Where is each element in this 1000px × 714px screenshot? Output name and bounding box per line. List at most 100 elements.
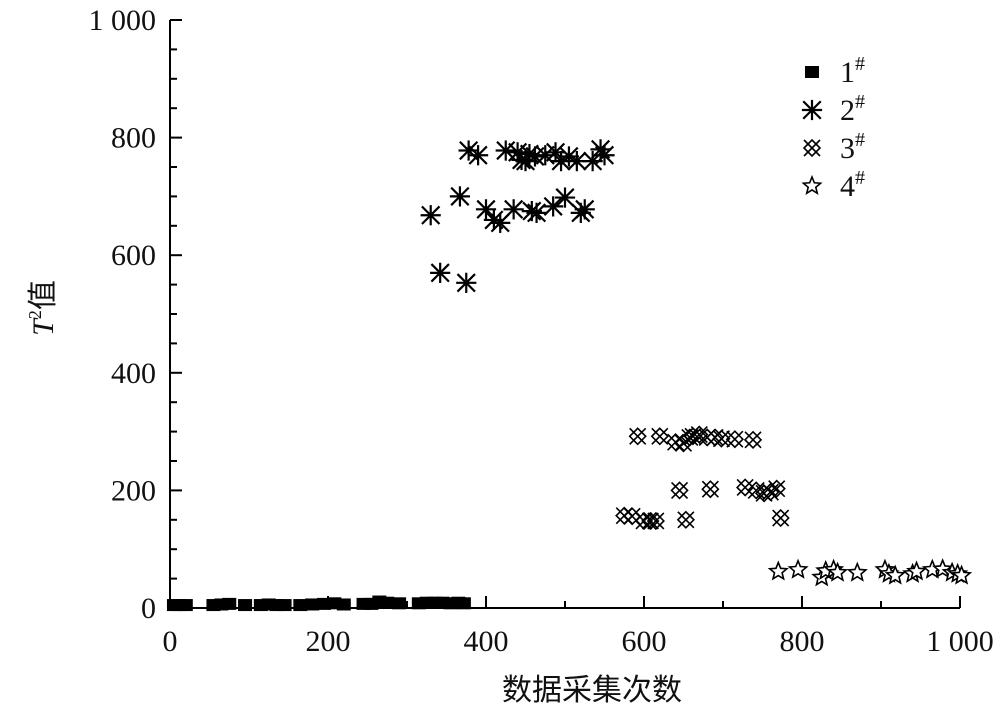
data-point [574, 199, 595, 220]
square-marker-shape [305, 598, 320, 611]
cross-stroke [681, 428, 699, 447]
cross-stroke [772, 509, 790, 527]
cross-stroke [623, 507, 641, 525]
cross-diamond [767, 479, 786, 498]
square-marker-shape [380, 596, 395, 609]
x-tick-label: 0 [163, 625, 178, 658]
square-marker-shape [336, 598, 351, 611]
legend-marker [801, 174, 823, 195]
data-point [456, 272, 477, 293]
data-point [646, 511, 665, 531]
square-marker-shape [293, 599, 308, 612]
data-point [670, 481, 689, 500]
axes: 0 200 400 600 800 1 000 0 200 400 600 800 1 000 [89, 4, 994, 658]
legend-marker [805, 66, 819, 78]
cross-stroke [690, 425, 708, 444]
square-marker-shape [222, 597, 237, 610]
cross-stroke [768, 480, 786, 498]
y-tick-label: 400 [111, 357, 156, 390]
x-tick-label: 200 [306, 625, 351, 658]
cross-diamond [712, 429, 731, 448]
data-point [336, 598, 351, 611]
legend-item: 3# [802, 129, 865, 165]
data-point [905, 560, 928, 581]
star-shape [905, 560, 928, 581]
legend-series-sup: # [855, 129, 865, 151]
x-tick-label: 1 000 [926, 625, 994, 658]
data-point [676, 510, 696, 529]
square-marker-shape [238, 599, 253, 612]
data-point [787, 558, 809, 579]
cross-stroke [647, 512, 665, 530]
cross-stroke [701, 480, 719, 498]
star-shape [767, 560, 789, 581]
cross-stroke [677, 511, 695, 529]
y-tick-label: 1 000 [89, 4, 157, 37]
data-point [884, 564, 906, 585]
legend-series-name: 4 [840, 170, 855, 203]
data-point [420, 205, 441, 226]
legend-series-name: 1 [840, 56, 855, 89]
data-point [725, 430, 744, 449]
cross-diamond [650, 427, 669, 446]
data-point [456, 597, 471, 610]
y-axis-title-rest: 值 [26, 280, 61, 310]
cross-stroke [736, 478, 754, 497]
cross-stroke [629, 427, 647, 445]
star-shape [846, 561, 868, 582]
cross-stroke [641, 512, 659, 530]
data-point [826, 561, 849, 582]
square-marker-shape [178, 599, 193, 612]
data-point [846, 561, 868, 582]
square-marker-shape [392, 597, 407, 610]
y-tick-label: 600 [111, 239, 156, 272]
legend-series-name: 3 [840, 132, 855, 165]
data-point [634, 511, 654, 531]
square-marker-shape [805, 66, 819, 78]
data-point [743, 430, 763, 449]
cross-stroke [635, 512, 653, 530]
square-marker-shape [456, 597, 471, 610]
data-point [468, 145, 489, 166]
star-shape [787, 558, 809, 579]
legend-series-sup: # [855, 91, 865, 113]
cross-diamond [743, 430, 763, 449]
data-point [771, 508, 790, 528]
legend-label: 3# [840, 129, 865, 165]
cross-diamond [701, 480, 720, 499]
data-point [767, 479, 786, 498]
legend-item: 2# [801, 91, 865, 127]
data-point [305, 598, 320, 611]
y-tick-label: 800 [111, 122, 156, 155]
legend-series-name: 2 [840, 94, 855, 127]
x-tick-label: 800 [780, 625, 825, 658]
data-point [628, 427, 647, 446]
star-shape [884, 564, 906, 585]
cross-diamond [771, 508, 790, 528]
x-tick-label: 600 [622, 625, 667, 658]
y-axis-title: T2值 [25, 280, 61, 336]
cross-stroke [744, 431, 762, 449]
data-point [238, 599, 253, 612]
cross-stroke [670, 481, 689, 499]
legend-label: 2# [840, 91, 865, 127]
cross-stroke [712, 430, 730, 448]
y-tick-label: 200 [111, 474, 156, 507]
data-point [277, 599, 292, 612]
y-axis-title-sup: 2 [25, 310, 45, 319]
cross-diamond [628, 427, 647, 446]
data-point [641, 511, 660, 531]
data-point [430, 262, 451, 283]
cross-diamond [634, 511, 654, 531]
data-point [380, 596, 395, 609]
legend-item: 4# [801, 167, 865, 203]
cross-diamond [802, 138, 822, 158]
data-point [701, 480, 720, 499]
cross-diamond [646, 511, 665, 531]
data-point [650, 427, 669, 446]
cross-diamond [670, 481, 689, 500]
legend-label: 1# [840, 53, 865, 89]
data-point [449, 186, 471, 207]
y-tick-label: 0 [141, 592, 156, 625]
data-point [178, 599, 193, 612]
